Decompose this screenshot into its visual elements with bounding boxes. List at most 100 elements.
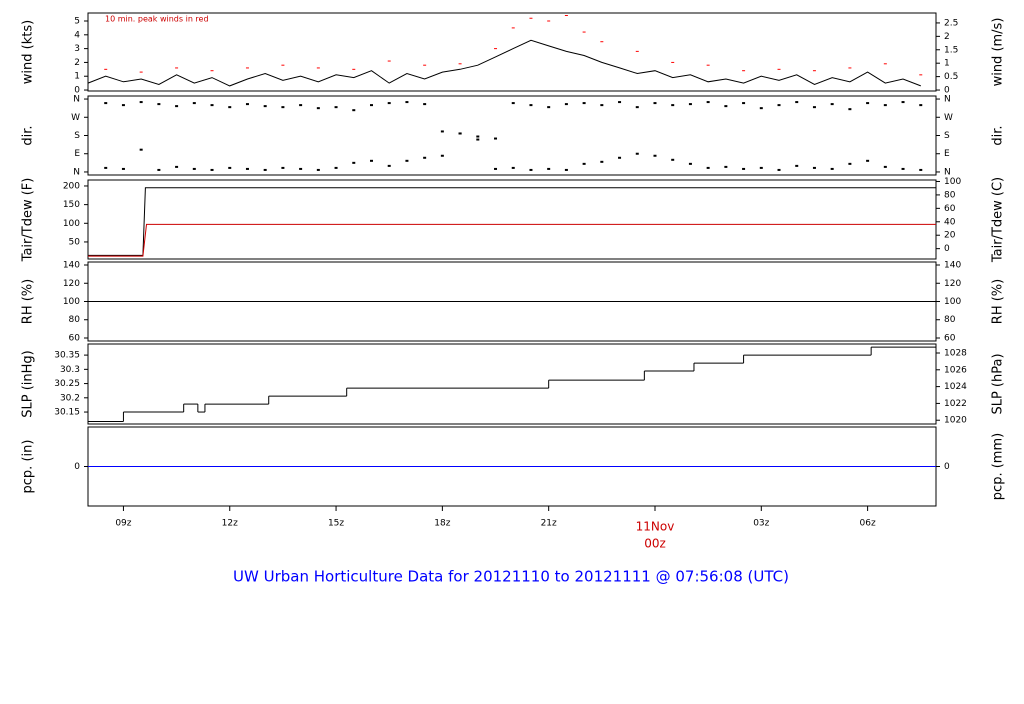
point: [795, 164, 799, 167]
y-tick-label: 80: [69, 315, 81, 325]
y-tick-label: 30.2: [60, 393, 80, 403]
point: [848, 162, 852, 165]
y2-axis-label: wind (m/s): [991, 18, 1006, 87]
y-tick-label: 60: [69, 333, 81, 343]
y2-tick-label: 100: [944, 297, 961, 307]
y-tick-label: 150: [63, 200, 80, 210]
point: [600, 104, 604, 107]
point: [245, 103, 249, 106]
point: [671, 104, 675, 107]
y2-axis-label: RH (%): [991, 279, 1006, 324]
panel-frame: [87, 343, 937, 425]
panel-frame: [87, 12, 937, 92]
point: [121, 167, 125, 170]
point: [812, 106, 816, 109]
point: [688, 103, 692, 106]
panel-frame: [87, 95, 937, 176]
point: [848, 108, 852, 111]
point: [352, 109, 356, 112]
point: [210, 168, 214, 171]
point: [139, 148, 143, 151]
y2-tick-label: E: [944, 149, 950, 159]
series-line: [88, 223, 936, 257]
point: [688, 162, 692, 165]
point: [387, 102, 391, 105]
y-tick-label: 2: [74, 58, 80, 68]
point: [618, 156, 622, 159]
point: [812, 166, 816, 169]
y-tick-label: 0: [74, 86, 80, 96]
y2-tick-label: 120: [944, 279, 961, 289]
y2-tick-label: 1020: [944, 416, 967, 426]
y-tick-label: 30.35: [54, 351, 80, 361]
x-tick-label: 09z: [115, 519, 131, 529]
x-tick-label: 15z: [328, 519, 344, 529]
y-tick-label: 30.15: [54, 408, 80, 418]
point: [121, 104, 125, 107]
point: [706, 166, 710, 169]
point: [476, 135, 480, 138]
point: [795, 101, 799, 104]
x-tick-label: 21z: [541, 519, 557, 529]
point: [175, 165, 179, 168]
y-tick-label: 1: [74, 72, 80, 82]
point: [653, 102, 657, 105]
y-tick-label: 100: [63, 219, 80, 229]
point: [582, 102, 586, 105]
point: [228, 106, 232, 109]
y-tick-label: 0: [74, 462, 80, 472]
point: [405, 159, 409, 162]
y-tick-label: N: [73, 167, 80, 177]
point: [263, 168, 267, 171]
y-tick-label: 120: [63, 279, 80, 289]
y2-tick-label: 1: [944, 59, 950, 69]
y2-tick-label: 100: [944, 177, 961, 187]
y2-tick-label: 1026: [944, 365, 967, 375]
panel-frame: [87, 179, 937, 260]
y2-tick-label: 0: [944, 86, 950, 96]
point: [742, 102, 746, 105]
point: [334, 106, 338, 109]
point: [352, 161, 356, 164]
point: [901, 167, 905, 170]
point: [866, 102, 870, 105]
y-tick-label: N: [73, 95, 80, 105]
point: [369, 104, 373, 107]
point: [139, 101, 143, 104]
point: [547, 167, 551, 170]
y2-tick-label: 1022: [944, 399, 967, 409]
point: [901, 101, 905, 104]
chart-title: UW Urban Horticulture Data for 20121110 …: [233, 568, 789, 586]
x-tick-label: 06z: [860, 519, 876, 529]
y-tick-label: 4: [74, 30, 80, 40]
y2-tick-label: 140: [944, 261, 961, 271]
y2-tick-label: 80: [944, 190, 956, 200]
point: [245, 167, 249, 170]
series-line: [88, 187, 936, 256]
y2-tick-label: 0: [944, 462, 950, 472]
point: [653, 154, 657, 157]
point: [866, 159, 870, 162]
point: [192, 167, 196, 170]
y2-tick-label: N: [944, 95, 951, 105]
y-tick-label: S: [74, 131, 80, 141]
series-line: [87, 39, 921, 87]
point: [387, 164, 391, 167]
y2-axis-label: dir.: [991, 125, 1006, 145]
point: [759, 166, 763, 169]
point: [529, 104, 533, 107]
point: [316, 107, 320, 110]
point: [458, 132, 462, 135]
point: [777, 104, 781, 107]
y-tick-label: 30.25: [54, 379, 80, 389]
y-tick-label: W: [71, 113, 80, 123]
y-tick-label: 50: [69, 237, 81, 247]
point: [299, 104, 303, 107]
y-axis-label: wind (kts): [21, 20, 36, 84]
point: [600, 160, 604, 163]
y-tick-label: 30.3: [60, 365, 80, 375]
point: [440, 154, 444, 157]
x-tick-label: 18z: [434, 519, 450, 529]
point: [334, 166, 338, 169]
